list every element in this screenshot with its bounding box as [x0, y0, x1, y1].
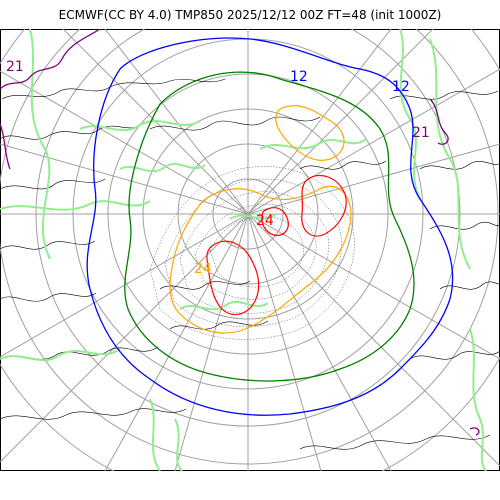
meridian [0, 70, 249, 215]
contour-orange [275, 105, 345, 161]
coastline [299, 160, 387, 170]
contour-lightgreen [29, 28, 51, 260]
contour-purple [0, 123, 11, 170]
dotted-contour [209, 216, 304, 288]
meridian [104, 28, 249, 215]
contour-labels: 12 12 21 21 24 24 [6, 59, 430, 277]
contour-lightgreen [0, 348, 121, 362]
label-12-top: 12 [290, 69, 308, 85]
meridian [0, 213, 249, 358]
contour-red [206, 240, 260, 316]
contour-lightgreen [119, 162, 206, 173]
label-21-topleft: 21 [6, 59, 24, 75]
meridian [247, 213, 392, 472]
contour-lightgreen [469, 328, 487, 472]
meridian [247, 213, 500, 360]
coastline [409, 350, 500, 360]
contour-lightgreen [179, 300, 269, 311]
coastline [0, 178, 106, 190]
meridian [247, 213, 322, 472]
coastline [0, 124, 141, 140]
contour-12 [86, 37, 454, 416]
contour-lightgreen [259, 138, 367, 150]
contour-orange [169, 185, 352, 334]
lightgreen-contours [0, 28, 487, 472]
coastlines [0, 78, 500, 450]
meridian [174, 213, 249, 472]
coastline [0, 240, 96, 250]
map-title: ECMWF(CC BY 4.0) TMP850 2025/12/12 00Z F… [58, 8, 442, 22]
meridian [247, 68, 500, 215]
orange-contours [169, 105, 352, 334]
label-24-left: 24 [194, 261, 212, 277]
contour-purple [429, 98, 449, 145]
map-border [0, 29, 500, 471]
coastline [299, 434, 491, 450]
contour-lightgreen [229, 214, 276, 220]
contour-lightgreen [399, 28, 421, 200]
contour-purple [469, 427, 480, 436]
coastline [419, 161, 500, 170]
contour-lightgreen [174, 418, 183, 472]
coastline [149, 116, 321, 131]
meridian [0, 143, 249, 215]
contour-red [301, 174, 347, 237]
contour-red [261, 207, 289, 236]
contour-green [124, 71, 415, 382]
label-12-right: 12 [392, 79, 410, 95]
coastline [429, 221, 500, 230]
contour-lightgreen [0, 200, 151, 211]
label-21-right: 21 [412, 125, 430, 141]
meridian [247, 28, 392, 215]
meridian [247, 143, 500, 215]
coastline [0, 292, 97, 302]
red-contours [206, 174, 347, 316]
meridian [104, 213, 249, 472]
dotted-contour [149, 166, 355, 340]
coastline [0, 408, 187, 420]
contour-lightgreen [149, 398, 161, 472]
label-24-center: 24 [256, 213, 274, 229]
contour-lightgreen [429, 38, 471, 270]
purple-contours [0, 28, 480, 436]
dotted-contour [194, 204, 317, 300]
coastline [389, 90, 499, 100]
contour-purple [0, 28, 101, 90]
meridian [247, 213, 500, 467]
